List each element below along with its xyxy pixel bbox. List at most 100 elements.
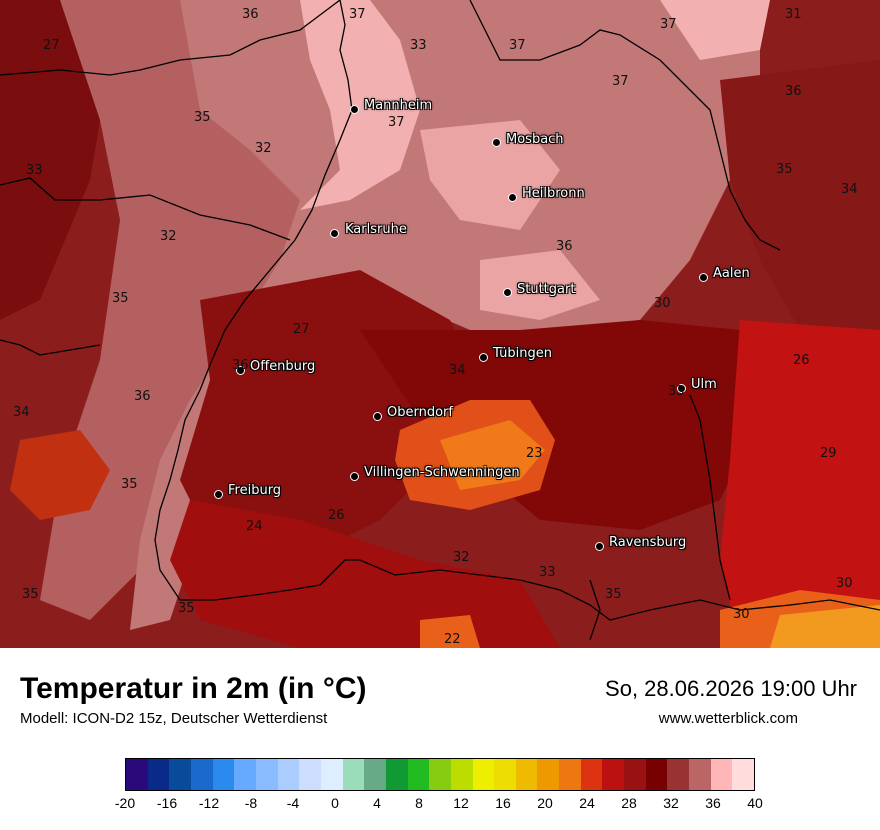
temp-value: 29 [820,446,837,461]
temp-value: 32 [160,229,177,244]
city-label-freiburg: Freiburg [228,483,282,498]
city-marker-oberndorf [373,412,382,421]
field-zone-orange-5 [420,615,480,648]
temp-value: 35 [112,291,129,306]
temp-value: 34 [841,182,858,197]
field-zone-light-3 [480,250,600,320]
city-marker-villingen-schwenningen [350,472,359,481]
legend-swatch [385,759,408,790]
city-marker-tuebingen [479,353,488,362]
legend-tick-label: 28 [621,795,637,811]
legend-swatch [472,759,495,790]
legend-swatch [190,759,213,790]
legend-swatch [126,759,148,790]
city-marker-ulm [677,384,686,393]
legend-swatch [277,759,300,790]
city-label-tuebingen: Tübingen [493,346,552,361]
legend-swatch [537,759,560,790]
temp-value: 27 [43,38,60,53]
legend-ticks: -20 -16 -12 -8 -4 0 4 8 12 16 20 24 28 32 36 40 [115,795,763,815]
temp-value: 37 [509,38,526,53]
border-lake [589,579,601,641]
legend-swatch [320,759,343,790]
field-zone-light-1 [300,0,420,210]
temp-value: 34 [449,363,466,378]
border-pfalz [0,177,291,241]
border-north-west [0,0,341,76]
temp-value: 36 [242,7,259,22]
legend-swatch [624,759,646,790]
city-label-ravensburg: Ravensburg [609,535,687,550]
legend-tick-label: 40 [747,795,763,811]
city-label-oberndorf: Oberndorf [387,405,453,420]
legend-swatch [407,759,430,790]
temp-value: 32 [255,141,272,156]
city-label-stuttgart: Stuttgart [517,282,576,297]
city-marker-mosbach [492,138,501,147]
legend-swatch [602,759,625,790]
legend-swatch [645,759,668,790]
temp-value: 23 [526,446,543,461]
field-zone-alb [360,320,760,530]
temp-value: 31 [785,7,802,22]
temp-value: 27 [293,322,310,337]
legend-tick-label: 20 [537,795,553,811]
footer [0,648,880,830]
legend-swatch [667,759,690,790]
legend-tick-label: 24 [579,795,595,811]
temp-value: 33 [668,384,685,399]
temp-value: 26 [793,353,810,368]
legend-swatch [364,759,386,790]
legend-tick-label: 4 [373,795,381,811]
field-zone-orange-3 [10,430,110,520]
legend-swatch [299,759,321,790]
temp-value: 37 [388,115,405,130]
legend-swatch [450,759,473,790]
temperature-field [0,0,880,648]
legend-swatch [429,759,451,790]
temp-value: 35 [194,110,211,125]
temp-value: 35 [776,162,793,177]
field-zone-light-4 [660,0,770,60]
city-marker-mannheim [350,105,359,114]
legend-tick-label: -4 [286,795,300,811]
temp-value: 26 [328,508,345,523]
legend-swatch [732,759,755,790]
border-rhine-south [154,0,880,621]
legend-tick-label: 12 [453,795,469,811]
field-zone-southeast [720,320,880,648]
temp-value: 35 [121,477,138,492]
temp-value: 35 [605,587,622,602]
border-bavaria-south [689,394,731,601]
map-title: Temperatur in 2m (in °C) [20,672,367,705]
legend-swatch [559,759,581,790]
legend-swatch [147,759,170,790]
legend-swatch [494,759,516,790]
legend-swatch [580,759,603,790]
city-marker-aalen [699,273,708,282]
temp-value: 37 [349,7,366,22]
temp-value: 32 [453,550,470,565]
legend-swatch [342,759,365,790]
legend-swatch [710,759,733,790]
city-marker-karlsruhe [330,229,339,238]
temp-value: 37 [660,17,677,32]
temp-value: 33 [539,565,556,580]
field-zone-east [720,60,880,340]
city-label-offenburg: Offenburg [250,359,316,374]
field-zone-orange-2 [440,420,545,490]
legend-tick-label: -8 [244,795,258,811]
legend-tick-label: -12 [198,795,220,811]
website-link[interactable]: www.wetterblick.com [658,710,798,727]
city-label-ulm: Ulm [691,377,717,392]
legend-tick-label: -20 [114,795,136,811]
city-label-mannheim: Mannheim [364,98,433,113]
temperature-map: Mannheim Mosbach Heilbronn Karlsruhe Stu… [0,0,880,648]
temp-value: 35 [22,587,39,602]
legend-swatch [234,759,256,790]
temp-value: 33 [26,163,43,178]
legend-tick-label: 32 [663,795,679,811]
city-marker-offenburg [236,366,245,375]
city-label-heilbronn: Heilbronn [522,186,585,201]
city-label-aalen: Aalen [713,266,750,281]
